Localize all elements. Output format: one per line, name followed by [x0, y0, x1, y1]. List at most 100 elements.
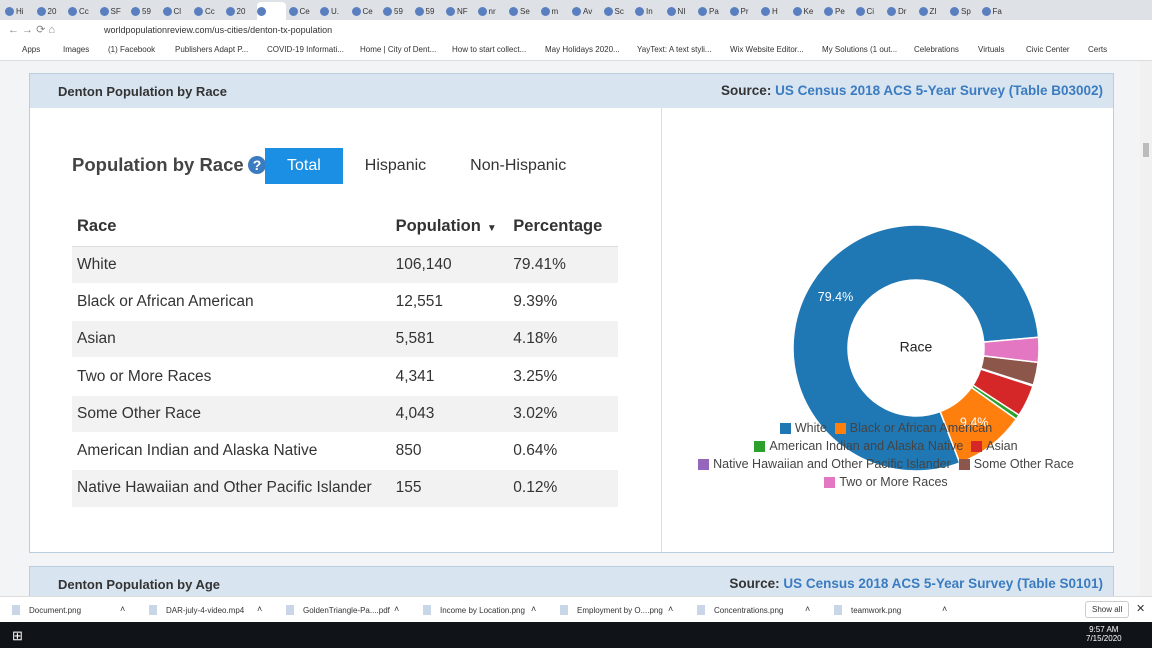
source-link[interactable]: US Census 2018 ACS 5-Year Survey (Table …: [775, 83, 1103, 98]
download-menu[interactable]: ˄: [942, 604, 948, 614]
legend-item[interactable]: White: [779, 421, 827, 435]
tab[interactable]: 59: [383, 2, 412, 20]
tab-title: Fa: [992, 6, 1002, 16]
tab[interactable]: Ce: [288, 2, 318, 20]
download-item[interactable]: teamwork.png: [851, 606, 902, 615]
tab[interactable]: Cc: [68, 2, 97, 20]
table-cell: Two or More Races: [77, 367, 212, 385]
tab[interactable]: Ke: [792, 2, 822, 20]
tab-icon: [824, 6, 833, 16]
show-all[interactable]: Show all: [1085, 601, 1130, 618]
download-item[interactable]: DAR-july-4-video.mp4: [166, 606, 245, 615]
tab[interactable]: Ci: [855, 2, 885, 20]
download-menu[interactable]: ˄: [394, 604, 400, 614]
tab-title: SF: [110, 6, 121, 16]
time: 9:57 AM: [1089, 625, 1119, 634]
bookmark[interactable]: Apps: [22, 45, 41, 54]
bookmark[interactable]: Celebrations: [914, 45, 959, 54]
tab[interactable]: Se: [509, 2, 538, 20]
bookmark[interactable]: My Solutions (1 out...: [822, 45, 898, 54]
legend-item[interactable]: Some Other Race: [958, 457, 1074, 471]
tab[interactable]: [257, 2, 286, 20]
tab[interactable]: SF: [99, 2, 129, 20]
legend-item[interactable]: American Indian and Alaska Native: [754, 439, 963, 453]
tab[interactable]: 20: [225, 2, 255, 20]
download-menu[interactable]: ˄: [805, 604, 811, 614]
tab[interactable]: Hi: [5, 2, 34, 20]
bookmark[interactable]: Images: [63, 45, 90, 54]
help-icon[interactable]: ?: [248, 156, 266, 174]
filter-tab[interactable]: Non-Hispanic: [470, 157, 567, 174]
tab-title: In: [646, 6, 653, 16]
bookmark[interactable]: Publishers Adapt P...: [175, 45, 249, 54]
tab[interactable]: In: [635, 2, 664, 20]
bookmark[interactable]: May Holidays 2020...: [545, 45, 620, 54]
download-item[interactable]: Document.png: [29, 606, 82, 615]
tab[interactable]: Dr: [887, 2, 916, 20]
nav-buttons[interactable]: ← → ⟳ ⌂: [8, 24, 56, 36]
tab[interactable]: Cc: [194, 2, 223, 20]
tab[interactable]: 59: [414, 2, 444, 20]
tab[interactable]: nr: [477, 2, 507, 20]
legend-label: Native Hawaiian and Other Pacific Island…: [713, 457, 951, 471]
tab-icon: [666, 6, 676, 16]
download-menu[interactable]: ˄: [120, 604, 126, 614]
download-item[interactable]: GoldenTriangle-Pa....pdf: [303, 606, 390, 615]
tab-icon: [477, 6, 487, 16]
download-item[interactable]: Income by Location.png: [440, 606, 525, 615]
bookmark[interactable]: (1) Facebook: [108, 45, 156, 54]
column-header[interactable]: Population ▼: [391, 208, 509, 246]
tab[interactable]: NI: [666, 2, 696, 20]
legend-item[interactable]: Native Hawaiian and Other Pacific Island…: [698, 457, 951, 471]
tab[interactable]: m: [540, 2, 570, 20]
legend-item[interactable]: Asian: [971, 439, 1018, 453]
tab[interactable]: Ce: [351, 2, 381, 20]
tab[interactable]: Cl: [162, 2, 192, 20]
download-icon: [697, 605, 705, 615]
legend-item[interactable]: Two or More Races: [824, 475, 948, 489]
bookmark[interactable]: YayText: A text styli...: [637, 45, 712, 54]
bookmark[interactable]: Virtuals: [978, 45, 1005, 54]
tab[interactable]: 20: [36, 2, 66, 20]
tab[interactable]: Sp: [950, 2, 979, 20]
source-label: Source:: [721, 83, 772, 98]
legend-swatch: [779, 422, 791, 434]
tab[interactable]: NF: [446, 2, 475, 20]
download-menu[interactable]: ˄: [531, 604, 537, 614]
tab[interactable]: 59: [131, 2, 160, 20]
bookmark[interactable]: Certs: [1088, 45, 1108, 54]
tab[interactable]: Pa: [698, 2, 727, 20]
tab-icon: [761, 6, 770, 16]
filter-tab[interactable]: Total: [265, 148, 343, 184]
tab[interactable]: Fa: [981, 2, 1011, 20]
bookmark[interactable]: Home | City of Dent...: [360, 45, 437, 54]
tab[interactable]: H: [761, 2, 790, 20]
tab[interactable]: ZI: [918, 2, 948, 20]
tab[interactable]: Pe: [824, 2, 853, 20]
card-header: Denton Population by Age Source: US Cens…: [30, 567, 1113, 596]
source-link[interactable]: US Census 2018 ACS 5-Year Survey (Table …: [783, 576, 1103, 591]
legend: White Black or African American American I…: [680, 419, 1092, 491]
bookmark[interactable]: Wix Website Editor...: [730, 45, 804, 54]
header-row: Race Population ▼ Percentage: [72, 208, 618, 246]
scrollbar[interactable]: [1140, 61, 1152, 596]
bookmark[interactable]: COVID-19 Informati...: [267, 45, 344, 54]
tab-title: NI: [677, 6, 686, 16]
close-downloads[interactable]: ✕: [1136, 603, 1146, 615]
filter-tab[interactable]: Hispanic: [364, 157, 427, 174]
tab[interactable]: Av: [572, 2, 601, 20]
download-menu[interactable]: ˄: [257, 604, 263, 614]
tab[interactable]: Pr: [729, 2, 759, 20]
tab[interactable]: Sc: [603, 2, 633, 20]
bookmark[interactable]: How to start collect...: [452, 45, 527, 54]
scroll-thumb[interactable]: [1143, 143, 1149, 157]
download-item[interactable]: Concentrations.png: [714, 606, 784, 615]
start-button[interactable]: ⊞: [12, 628, 23, 643]
legend-item[interactable]: Black or African American: [834, 421, 992, 435]
tab[interactable]: U.: [320, 2, 349, 20]
url[interactable]: worldpopulationreview.com/us-cities/dent…: [104, 25, 333, 35]
bookmark[interactable]: Civic Center: [1026, 45, 1070, 54]
download-menu[interactable]: ˄: [668, 604, 674, 614]
download-item[interactable]: Employment by O....png: [577, 606, 663, 615]
race-card: Denton Population by Race Source: US Cen…: [29, 73, 1114, 553]
